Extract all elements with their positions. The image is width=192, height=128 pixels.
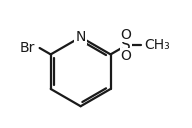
Text: O: O: [121, 49, 132, 63]
Text: Br: Br: [20, 41, 35, 55]
Text: N: N: [75, 30, 86, 44]
Text: CH₃: CH₃: [144, 38, 170, 52]
Text: O: O: [121, 28, 132, 42]
Text: S: S: [121, 38, 131, 53]
